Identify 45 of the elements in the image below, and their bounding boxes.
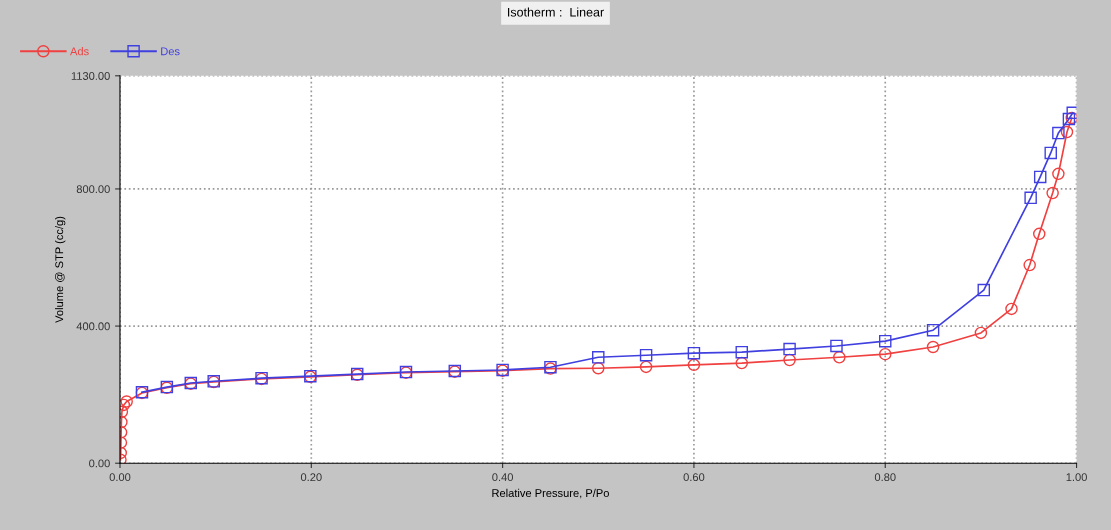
x-axis-title: Relative Pressure, P/Po (492, 488, 609, 499)
y-tick-label: 0.00 (89, 459, 110, 468)
x-tick-label: 0.40 (492, 473, 513, 482)
point (735, 345, 749, 359)
point (926, 323, 940, 337)
point (1024, 191, 1037, 205)
point (1005, 302, 1018, 316)
x-tick-label: 0.20 (300, 473, 322, 482)
point (119, 398, 131, 412)
point (878, 334, 892, 348)
point (783, 353, 796, 367)
y-tick-label: 1130.00 (71, 72, 110, 80)
point (687, 346, 701, 360)
point (1044, 146, 1057, 160)
legend-label: Ads (70, 47, 89, 56)
y-tick-label: 800.00 (76, 185, 110, 194)
legend-label: Des (161, 47, 180, 56)
x-tick-label: 0.00 (109, 473, 131, 482)
point (639, 360, 653, 374)
point (833, 351, 846, 364)
y-axis-title: Volume @ STP (cc/g) (55, 216, 66, 323)
point (830, 339, 843, 353)
point (878, 347, 892, 361)
point (977, 283, 991, 297)
x-tick-label: 1.00 (1066, 473, 1087, 482)
point (1052, 126, 1065, 140)
point (1033, 227, 1046, 241)
point (974, 326, 988, 340)
chart-title: Isotherm : Linear (508, 7, 604, 17)
point (1046, 186, 1059, 200)
point (735, 356, 749, 370)
point (687, 358, 701, 372)
point (1033, 170, 1047, 184)
point (592, 361, 605, 375)
point (120, 395, 133, 408)
point (639, 348, 653, 362)
y-tick-label: 400.00 (76, 322, 110, 331)
point (1023, 258, 1036, 272)
point (1060, 125, 1074, 139)
point (926, 340, 940, 354)
x-tick-label: 0.60 (683, 473, 705, 482)
point (783, 342, 796, 356)
x-tick-label: 0.80 (874, 473, 896, 482)
point (592, 351, 605, 364)
point (1052, 167, 1065, 181)
